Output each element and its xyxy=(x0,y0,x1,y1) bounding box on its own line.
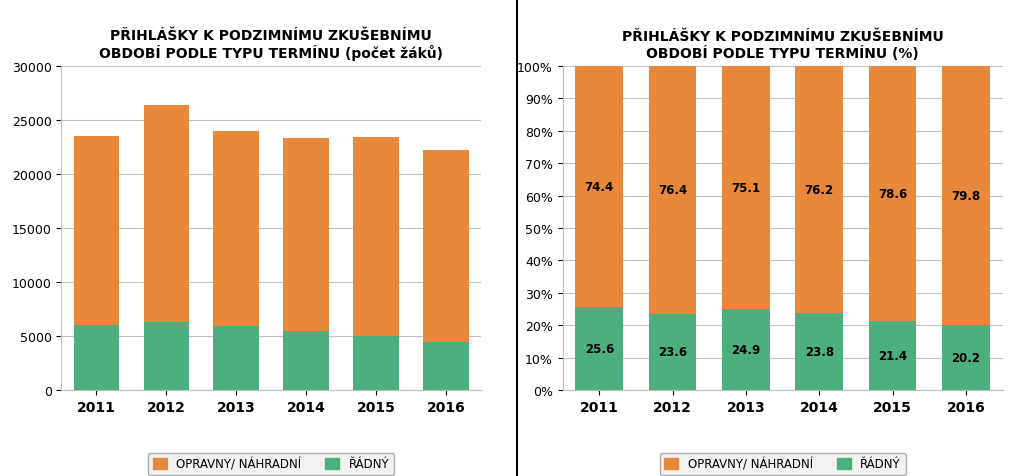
Bar xyxy=(424,151,469,342)
Bar xyxy=(942,325,989,390)
Bar xyxy=(869,67,917,321)
Bar xyxy=(576,307,623,390)
Text: 21.4: 21.4 xyxy=(878,349,907,362)
Text: 76.2: 76.2 xyxy=(805,183,834,197)
Bar xyxy=(649,314,697,390)
Text: 74.4: 74.4 xyxy=(585,180,614,194)
Bar xyxy=(649,67,697,314)
Bar xyxy=(353,336,399,390)
Text: 20.2: 20.2 xyxy=(951,351,980,364)
Bar xyxy=(576,67,623,307)
Legend: OPRAVNY/ NÁHRADNÍ, ŘÁDNÝ: OPRAVNY/ NÁHRADNÍ, ŘÁDNÝ xyxy=(660,453,905,475)
Bar xyxy=(942,67,989,325)
Bar xyxy=(869,321,917,390)
Bar xyxy=(283,139,328,331)
Bar xyxy=(143,106,189,323)
Bar xyxy=(283,331,328,390)
Text: 76.4: 76.4 xyxy=(658,184,687,197)
Text: 25.6: 25.6 xyxy=(585,342,614,356)
Bar xyxy=(214,326,259,390)
Text: 23.8: 23.8 xyxy=(805,345,834,358)
Legend: OPRAVNY/ NÁHRADNÍ, ŘÁDNÝ: OPRAVNY/ NÁHRADNÍ, ŘÁDNÝ xyxy=(148,453,394,475)
Text: 79.8: 79.8 xyxy=(951,189,980,202)
Bar xyxy=(796,313,843,390)
Bar xyxy=(424,342,469,390)
Title: PŘIHLÁŠKY K PODZIMNÍMU ZKUŠEBNÍMU
OBDOBÍ PODLE TYPU TERMÍNU (počet žáků): PŘIHLÁŠKY K PODZIMNÍMU ZKUŠEBNÍMU OBDOBÍ… xyxy=(99,29,443,61)
Bar xyxy=(796,67,843,313)
Bar xyxy=(74,326,119,390)
Bar xyxy=(214,131,259,326)
Bar xyxy=(353,138,399,336)
Bar xyxy=(722,310,769,390)
Bar xyxy=(74,137,119,326)
Text: 75.1: 75.1 xyxy=(731,182,760,195)
Text: 23.6: 23.6 xyxy=(658,346,687,358)
Bar xyxy=(143,323,189,390)
Title: PŘIHLÁŠKY K PODZIMNÍMU ZKUŠEBNÍMU
OBDOBÍ PODLE TYPU TERMÍNU (%): PŘIHLÁŠKY K PODZIMNÍMU ZKUŠEBNÍMU OBDOBÍ… xyxy=(622,30,943,61)
Bar xyxy=(722,67,769,310)
Text: 78.6: 78.6 xyxy=(878,188,907,200)
Text: 24.9: 24.9 xyxy=(731,344,760,357)
